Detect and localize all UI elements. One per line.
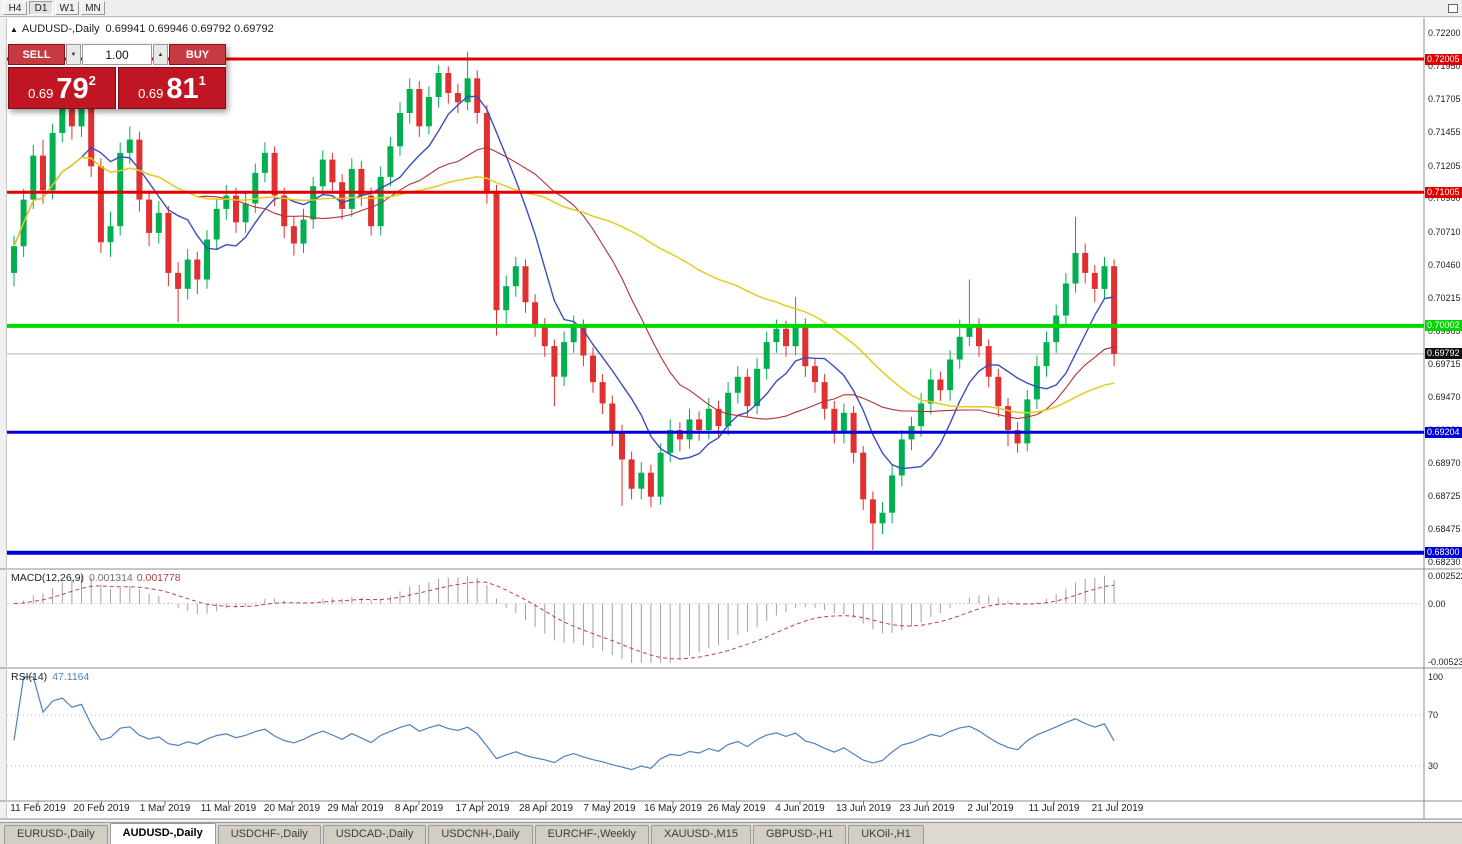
macd-indicator-label: MACD(12,26,9) 0.001314 0.001778 — [11, 572, 181, 584]
price-scale-tick: 0.71950 — [1428, 61, 1461, 72]
timeframe-mn-button[interactable]: MN — [81, 1, 105, 15]
sell-price-pipette: 2 — [88, 73, 96, 88]
date-axis-label: 17 Apr 2019 — [455, 803, 510, 814]
date-axis-label: 23 Jun 2019 — [899, 803, 955, 814]
date-axis-label: 4 Jun 2019 — [775, 803, 825, 814]
volume-increase-button[interactable]: ▲ — [153, 44, 168, 65]
date-axis-label: 20 Feb 2019 — [73, 803, 130, 814]
price-scale-tick: 0.71455 — [1428, 127, 1461, 138]
date-axis-label: 11 Feb 2019 — [10, 803, 66, 814]
timeframe-toolbar: H4 D1 W1 MN — [0, 0, 1462, 17]
timeframe-d1-button[interactable]: D1 — [29, 1, 53, 15]
tab-ukoil-h1[interactable]: UKOil-,H1 — [848, 825, 924, 844]
date-axis-label: 13 Jun 2019 — [835, 803, 892, 814]
buy-price-display[interactable]: 0.69 81 1 — [118, 67, 226, 109]
tab-gbpusd-h1[interactable]: GBPUSD-,H1 — [752, 825, 847, 844]
price-scale-tick: 0.69715 — [1428, 359, 1461, 370]
chart-tab-bar: EURUSD-,Daily AUDUSD-,Daily USDCHF-,Dail… — [0, 822, 1462, 844]
macd-scale-tick: 0.0025220 — [1428, 571, 1462, 581]
triangle-down-icon: ▼ — [70, 51, 77, 58]
macd-name: MACD(12,26,9) — [11, 572, 84, 584]
buy-button[interactable]: BUY — [169, 44, 226, 65]
hline-price-label: 0.71005 — [1425, 186, 1462, 198]
one-click-trading-panel: SELL ▼ ▲ BUY 0.69 79 2 0.69 81 1 — [8, 44, 226, 109]
restore-window-button[interactable] — [1446, 2, 1459, 14]
rsi-scale-tick: 30 — [1428, 760, 1439, 771]
sell-price-display[interactable]: 0.69 79 2 — [8, 67, 116, 109]
price-scale-tick: 0.71705 — [1428, 94, 1461, 104]
price-scale-tick: 0.70710 — [1428, 226, 1461, 237]
tab-usdcnh-daily[interactable]: USDCNH-,Daily — [428, 825, 533, 844]
tab-eurusd-daily[interactable]: EURUSD-,Daily — [4, 825, 108, 844]
macd-scale-tick: -0.0052340 — [1428, 657, 1462, 667]
hline-price-label: 0.70002 — [1425, 320, 1462, 332]
tab-usdcad-daily[interactable]: USDCAD-,Daily — [322, 825, 427, 844]
rsi-scale-tick: 100 — [1428, 672, 1444, 682]
tab-xauusd-m15[interactable]: XAUUSD-,M15 — [650, 825, 751, 844]
price-scale-tick: 0.69470 — [1428, 391, 1461, 402]
price-scale-tick: 0.68970 — [1428, 458, 1461, 469]
rsi-indicator-label: RSI(14) 47.1164 — [11, 671, 89, 683]
date-axis-label: 11 Mar 2019 — [200, 803, 257, 814]
triangle-up-icon: ▲ — [157, 51, 164, 58]
macd-signal-value: 0.001778 — [136, 572, 181, 584]
volume-input[interactable] — [82, 44, 152, 65]
price-scale-tick: 0.68475 — [1428, 524, 1461, 535]
price-scale-tick: 0.71205 — [1428, 160, 1461, 171]
price-scale-tick: 0.70960 — [1428, 193, 1461, 204]
restore-window-icon — [1447, 3, 1458, 13]
date-axis-label: 26 May 2019 — [707, 803, 766, 814]
price-scale-tick: 0.68725 — [1428, 491, 1461, 501]
date-axis-label: 20 Mar 2019 — [263, 803, 321, 814]
tab-audusd-daily[interactable]: AUDUSD-,Daily — [109, 823, 216, 844]
tab-eurchf-weekly[interactable]: EURCHF-,Weekly — [534, 825, 649, 844]
price-scale-tick: 0.72200 — [1428, 28, 1461, 38]
chart-info-line: ▲ AUDUSD-,Daily 0.69941 0.69946 0.69792 0.… — [10, 23, 274, 35]
date-axis-label: 8 Apr 2019 — [394, 803, 444, 814]
price-scale-tick: 0.70460 — [1428, 259, 1461, 270]
volume-decrease-button[interactable]: ▼ — [66, 44, 81, 65]
macd-scale-tick: 0.00 — [1428, 598, 1446, 609]
expand-triangle-icon: ▲ — [10, 25, 18, 34]
date-axis-label: 21 Jul 2019 — [1091, 803, 1144, 814]
tab-usdchf-daily[interactable]: USDCHF-,Daily — [217, 825, 321, 844]
hline-price-label: 0.69204 — [1425, 426, 1462, 438]
date-axis-label: 1 Mar 2019 — [139, 803, 191, 814]
rsi-name: RSI(14) — [11, 671, 48, 683]
price-scale-tick: 0.70215 — [1428, 292, 1461, 303]
rsi-scale-tick: 70 — [1428, 710, 1439, 721]
hline-price-label: 0.72005 — [1425, 53, 1462, 65]
buy-price-big-digits: 81 — [166, 73, 199, 106]
sell-price-prefix: 0.69 — [28, 86, 54, 101]
price-scale-tick: 0.68230 — [1428, 557, 1461, 567]
sell-button[interactable]: SELL — [8, 44, 65, 65]
timeframe-w1-button[interactable]: W1 — [55, 1, 79, 15]
sell-price-big-digits: 79 — [56, 73, 89, 106]
chart-symbol-period: AUDUSD-,Daily — [21, 23, 100, 35]
buy-price-pipette: 1 — [198, 73, 206, 88]
date-axis-label: 16 May 2019 — [644, 803, 702, 814]
current-price-label: 0.69792 — [1425, 348, 1462, 360]
rsi-value: 47.1164 — [52, 671, 90, 683]
date-axis-label: 29 Mar 2019 — [327, 803, 384, 814]
date-axis-label: 7 May 2019 — [583, 803, 636, 814]
macd-main-value: 0.001314 — [88, 572, 133, 584]
hline-price-label: 0.68300 — [1425, 547, 1462, 559]
chart-ohlc-values: 0.69941 0.69946 0.69792 0.69792 — [105, 23, 274, 35]
buy-price-prefix: 0.69 — [138, 86, 164, 101]
date-axis-label: 2 Jul 2019 — [967, 803, 1014, 814]
date-axis-label: 28 Apr 2019 — [519, 803, 573, 814]
date-axis-label: 11 Jul 2019 — [1028, 803, 1080, 814]
timeframe-h4-button[interactable]: H4 — [3, 1, 27, 15]
